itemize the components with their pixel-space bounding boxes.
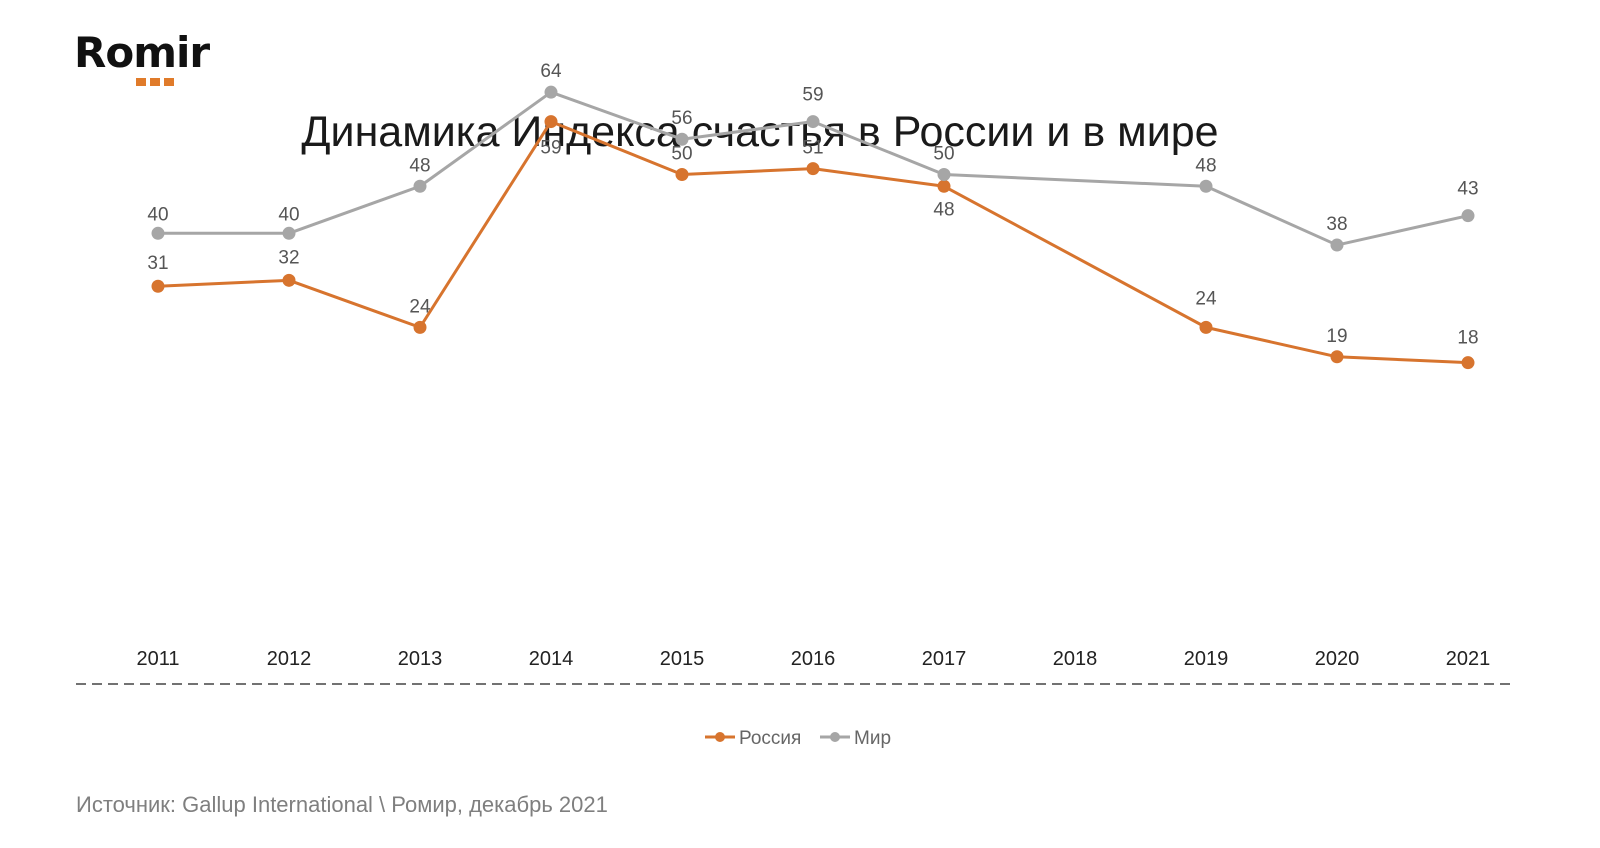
point-world-2020: [1330, 238, 1344, 252]
legend-marker-russia: [715, 732, 725, 742]
legend-marker-world: [830, 732, 840, 742]
legend-label-russia: Россия: [739, 728, 801, 749]
data-label-world-2017: 50: [933, 144, 954, 165]
data-label-russia-2011: 31: [147, 253, 168, 274]
point-world-2011: [151, 226, 165, 240]
point-world-2021: [1461, 209, 1475, 223]
point-russia-2017: [937, 179, 951, 193]
data-label-world-2021: 43: [1457, 179, 1478, 200]
logo-dots: [136, 78, 174, 86]
point-russia-2016: [806, 162, 820, 176]
x-tick-label-2017: 2017: [922, 648, 967, 670]
x-tick-label-2021: 2021: [1446, 648, 1491, 670]
chart-title: Динамика Индекса счастья в России и в ми…: [301, 108, 1219, 156]
data-label-world-2014: 64: [540, 61, 562, 82]
x-tick-label-2015: 2015: [660, 648, 705, 670]
data-label-world-2020: 38: [1326, 214, 1347, 235]
data-label-russia-2012: 32: [278, 247, 299, 268]
data-label-world-2016: 59: [802, 85, 823, 106]
data-label-russia-2016: 51: [802, 138, 823, 159]
data-label-world-2011: 40: [147, 204, 168, 225]
data-label-world-2015: 56: [671, 108, 692, 129]
data-label-russia-2021: 18: [1457, 328, 1478, 349]
x-tick-label-2014: 2014: [529, 648, 574, 670]
x-tick-label-2011: 2011: [136, 648, 179, 670]
data-label-russia-2015: 50: [671, 144, 692, 165]
point-russia-2012: [282, 273, 296, 287]
point-world-2015: [675, 132, 689, 146]
series-line-world: [158, 90, 1469, 247]
x-tick-label-2018: 2018: [1053, 648, 1098, 670]
data-label-russia-2020: 19: [1326, 326, 1347, 347]
point-russia-2021: [1461, 356, 1475, 370]
x-tick-label-2013: 2013: [398, 648, 443, 670]
point-world-2016: [806, 115, 820, 129]
x-tick-label-2019: 2019: [1184, 648, 1229, 670]
point-russia-2020: [1330, 350, 1344, 364]
data-label-russia-2014: 59: [540, 138, 561, 159]
series-line-russia: [157, 120, 1469, 365]
data-label-russia-2019: 24: [1195, 288, 1217, 309]
point-world-2013: [413, 179, 427, 193]
data-label-world-2013: 48: [409, 155, 430, 176]
point-world-2012: [282, 226, 296, 240]
point-world-2019: [1199, 179, 1213, 193]
logo-text: Romir: [74, 28, 210, 77]
data-label-russia-2013: 24: [409, 296, 431, 317]
romir-logo: Romir: [74, 28, 210, 86]
data-label-russia-2017: 48: [933, 199, 954, 220]
legend-label-world: Мир: [854, 728, 891, 749]
point-russia-2019: [1199, 320, 1213, 334]
source-note: Источник: Gallup International \ Ромир, …: [76, 792, 608, 817]
point-russia-2014: [544, 115, 558, 129]
data-label-world-2012: 40: [278, 204, 299, 225]
point-world-2017: [937, 168, 951, 181]
data-label-world-2019: 48: [1195, 155, 1216, 176]
point-russia-2011: [151, 279, 165, 293]
x-tick-label-2020: 2020: [1315, 648, 1360, 670]
x-tick-label-2012: 2012: [267, 648, 312, 670]
point-russia-2013: [413, 320, 427, 334]
x-tick-label-2016: 2016: [791, 648, 836, 670]
point-world-2014: [544, 85, 558, 99]
point-russia-2015: [675, 168, 689, 181]
